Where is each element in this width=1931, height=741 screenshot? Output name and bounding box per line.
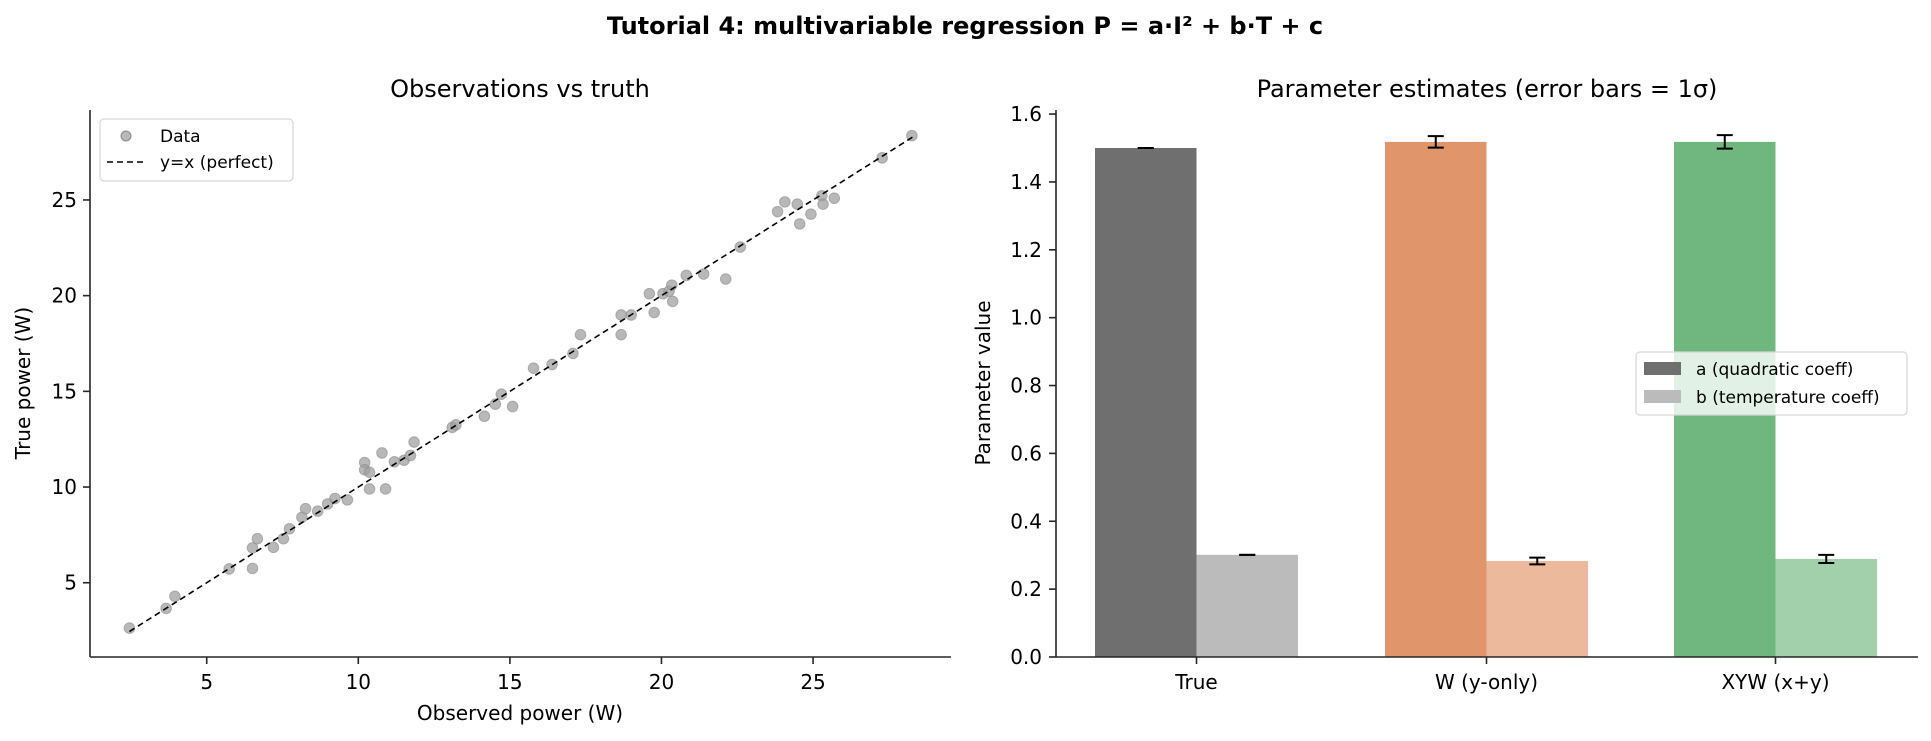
legend-marker-data-icon [120,130,132,142]
data-point [404,449,417,462]
bar-legend: a (quadratic coeff) b (temperature coeff… [1635,351,1908,416]
y-tick-label: 1.6 [1010,102,1042,126]
data-point [615,328,627,341]
x-tick-label: W (y-only) [1435,670,1538,694]
data-point [123,622,136,634]
data-point [643,287,656,300]
data-point [648,306,660,319]
data-point [805,208,817,220]
data-point [574,328,587,341]
data-point [666,295,679,308]
y-tick-label: 0.0 [1010,645,1042,669]
bar-b [1486,560,1588,657]
legend-label-data: Data [160,127,201,147]
x-tick-label: XYW (x+y) [1721,670,1829,694]
data-point [734,241,747,253]
data-point [388,455,401,468]
legend-box [1635,351,1908,416]
legend-box [99,118,294,182]
data-point [719,273,732,285]
data-point [299,502,312,515]
legend-label-ideal: y=x (perfect) [160,153,274,173]
y-tick-label: 1.4 [1010,170,1042,194]
legend-swatch-a-icon [1644,362,1681,375]
data-point [311,505,324,517]
x-tick-label: True [1174,670,1217,694]
y-tick-label: 25 [52,188,77,212]
data-point [329,492,341,505]
data-point [341,494,354,506]
figure-suptitle: Tutorial 4: multivariable regression P =… [607,12,1323,40]
data-point [408,436,420,448]
identity-line [128,134,916,633]
data-point [771,205,784,218]
y-axis-label: Parameter value [971,300,995,465]
bar-b [1196,554,1298,657]
data-point [817,198,829,210]
data-point [828,192,841,205]
y-ticks: 5 10 15 20 25 [52,188,90,595]
data-point [376,447,388,459]
scatter-points [123,129,918,634]
x-tick-label: 15 [497,670,522,694]
data-point [697,268,710,280]
y-tick-label: 5 [64,571,77,595]
data-point [363,466,376,479]
data-point [506,400,519,413]
x-tick-label: 25 [800,670,825,694]
data-point [283,522,296,535]
y-tick-label: 1.2 [1010,238,1042,262]
x-tick-label: 5 [200,670,213,694]
x-tick-label: 10 [346,670,371,694]
data-point [246,562,259,575]
y-axis-label: True power (W) [11,307,35,460]
scatter-legend: Data y=x (perfect) [99,118,294,182]
bar-a [1385,141,1487,657]
x-ticks: True W (y-only) XYW (x+y) [1174,657,1830,694]
data-point [793,218,806,230]
bar-panel: Parameter estimates (error bars = 1σ) 0.… [971,75,1918,694]
data-point [267,541,280,554]
y-tick-label: 20 [52,284,77,308]
data-point [527,362,540,374]
y-tick-label: 0.2 [1010,577,1042,601]
x-ticks: 5 10 15 20 25 [200,657,826,694]
legend-label-a: a (quadratic coeff) [1696,360,1853,380]
y-tick-label: 0.4 [1010,509,1042,533]
data-point [567,347,579,360]
scatter-title: Observations vs truth [390,75,650,103]
x-tick-label: 20 [649,670,674,694]
data-point [478,410,491,423]
data-point [680,269,693,282]
data-point [779,196,791,208]
bar-a [1095,148,1197,658]
data-point [363,483,376,495]
y-tick-label: 10 [52,475,77,499]
bar-b [1775,558,1877,657]
data-point [169,590,181,603]
y-ticks: 0.0 0.2 0.4 0.6 0.8 1.0 1.2 1.4 1.6 [1010,102,1056,669]
data-point [379,483,392,495]
bar-title: Parameter estimates (error bars = 1σ) [1257,75,1718,103]
legend-label-b: b (temperature coeff) [1696,388,1880,408]
data-point [251,532,264,545]
scatter-panel: Observations vs truth 5 10 15 20 25 5 10 15 20 2… [11,75,951,725]
data-point [489,398,502,410]
data-point [223,563,235,575]
y-tick-label: 1.0 [1010,306,1042,330]
y-tick-label: 0.8 [1010,374,1042,398]
y-tick-label: 0.6 [1010,441,1042,465]
y-tick-label: 15 [52,379,77,403]
x-axis-label: Observed power (W) [417,701,623,725]
data-point [546,358,558,371]
legend-swatch-b-icon [1644,390,1681,403]
